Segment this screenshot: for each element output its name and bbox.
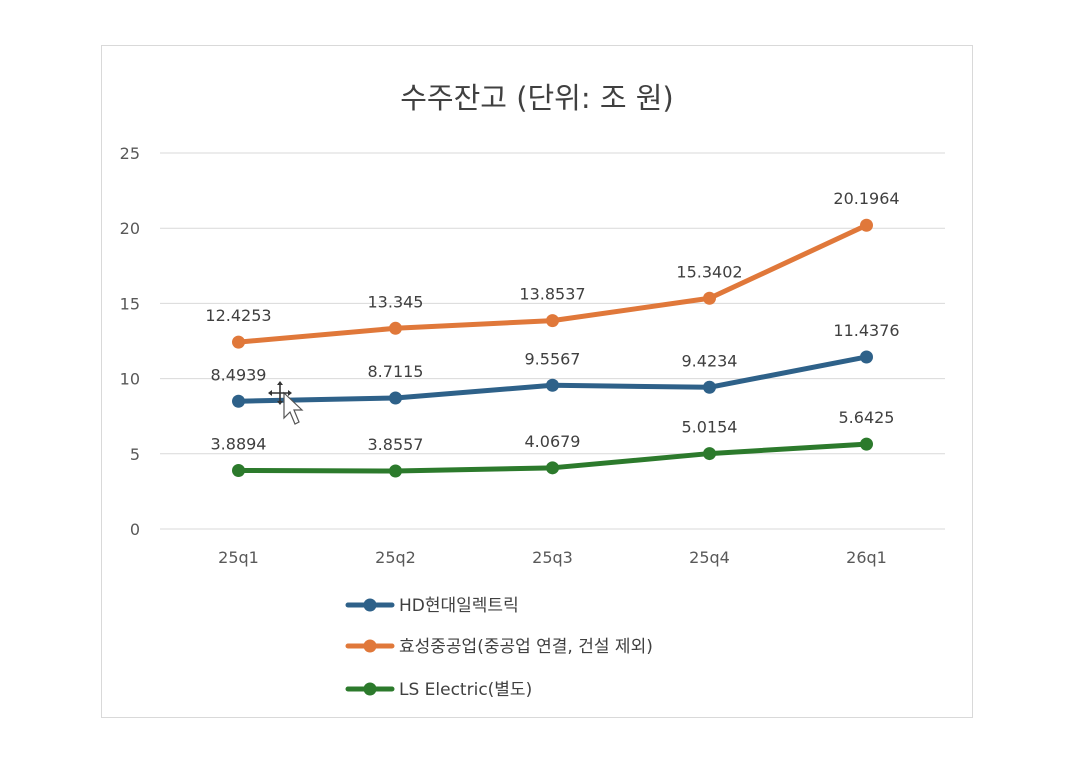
- gridlines: [160, 152, 945, 530]
- series-group: [232, 218, 873, 478]
- data-point: [703, 380, 716, 394]
- data-label: 3.8894: [211, 435, 267, 454]
- data-point: [389, 464, 402, 478]
- data-label: 20.1964: [833, 189, 899, 208]
- legend-item: LS Electric(별도): [345, 680, 532, 700]
- series-3: [232, 437, 873, 478]
- legend-swatch-marker: [363, 598, 377, 612]
- legend-swatch-marker: [363, 682, 377, 696]
- data-label: 8.7115: [368, 362, 424, 381]
- data-labels: 8.4939 8.7115 9.5567 9.4234 11.4376 12.4253 13…: [205, 189, 899, 454]
- series-1: [232, 350, 873, 408]
- x-tick-label: 25q4: [689, 548, 730, 567]
- legend-item: 효성중공업(중공업 연결, 건설 제외): [345, 637, 653, 657]
- data-point: [389, 321, 402, 335]
- x-tick-label: 25q1: [218, 548, 259, 567]
- data-label: 13.8537: [519, 285, 585, 304]
- y-tick-label: 20: [120, 219, 140, 238]
- data-point: [703, 291, 716, 305]
- data-label: 5.0154: [682, 418, 738, 437]
- x-axis-tick-labels: 25q1 25q2 25q3 25q4 26q1: [218, 548, 887, 567]
- data-point: [546, 378, 559, 392]
- data-label: 9.4234: [682, 351, 738, 370]
- x-tick-label: 26q1: [846, 548, 887, 567]
- data-point: [232, 464, 245, 478]
- legend-item: HD현대일렉트릭: [345, 596, 519, 616]
- chart-title: 수주잔고 (단위: 조 원): [400, 81, 674, 115]
- data-label: 13.345: [368, 292, 424, 311]
- data-point: [389, 391, 402, 405]
- data-label: 5.6425: [839, 408, 895, 427]
- chart-frame: [101, 45, 973, 718]
- data-point: [546, 461, 559, 475]
- y-tick-label: 25: [120, 144, 140, 163]
- legend-label: LS Electric(별도): [399, 680, 532, 700]
- series-2: [232, 218, 873, 349]
- data-label: 15.3402: [676, 262, 742, 281]
- data-label: 8.4939: [211, 365, 267, 384]
- legend-label: HD현대일렉트릭: [399, 596, 519, 616]
- y-tick-label: 0: [130, 520, 140, 539]
- data-point: [546, 314, 559, 328]
- mouse-cursor-icon: [268, 381, 304, 425]
- data-label: 3.8557: [368, 435, 424, 454]
- data-label: 11.4376: [833, 321, 899, 340]
- data-label: 4.0679: [525, 432, 581, 451]
- y-tick-label: 15: [120, 294, 140, 313]
- legend-label: 효성중공업(중공업 연결, 건설 제외): [399, 637, 653, 657]
- data-label: 9.5567: [525, 349, 581, 368]
- data-label: 12.4253: [205, 306, 271, 325]
- x-tick-label: 25q3: [532, 548, 573, 567]
- data-point: [232, 394, 245, 408]
- x-tick-label: 25q2: [375, 548, 416, 567]
- data-point: [860, 218, 873, 232]
- data-point: [860, 350, 873, 364]
- y-axis-tick-labels: 0 5 10 15 20 25: [120, 144, 140, 539]
- data-point: [703, 447, 716, 461]
- data-point: [232, 335, 245, 349]
- y-tick-label: 5: [130, 445, 140, 464]
- y-tick-label: 10: [120, 370, 140, 389]
- legend-swatch-marker: [363, 639, 377, 653]
- data-point: [860, 437, 873, 451]
